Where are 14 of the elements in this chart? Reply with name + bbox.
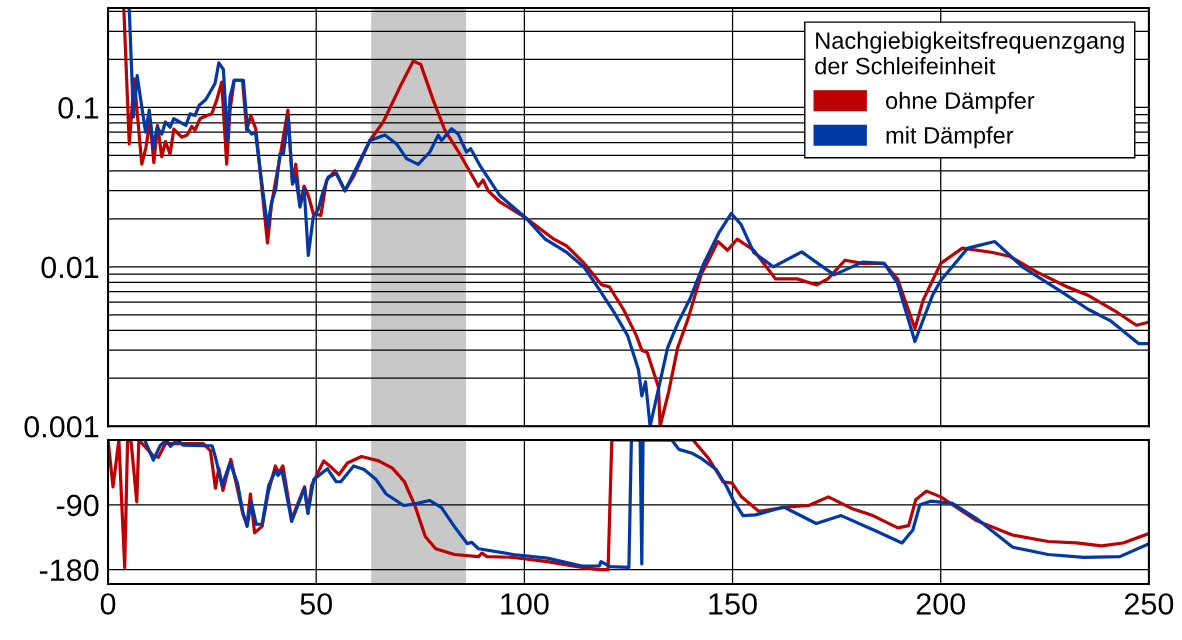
- legend-label: mit Dämpfer: [886, 126, 1014, 149]
- x-tick-label: 100: [501, 593, 549, 615]
- x-tick-label: 200: [916, 593, 966, 615]
- y-tick-label: 0.1: [58, 97, 99, 119]
- legend-label: ohne Dämpfer: [886, 91, 1035, 114]
- y-tick-label: 0.001: [24, 415, 99, 438]
- legend-title: Nachgiebigkeitsfrequenzgang der Schleifeinheit: [815, 31, 1124, 75]
- y-tick-label: -90: [56, 494, 99, 517]
- x-tick-label: 50: [300, 593, 333, 615]
- x-tick-label: 0: [100, 593, 116, 615]
- y-tick-label: 0.01: [41, 256, 99, 279]
- y-tick-label: -180: [39, 559, 99, 581]
- x-tick-label: 150: [709, 593, 757, 615]
- x-tick-label: 250: [1124, 593, 1174, 615]
